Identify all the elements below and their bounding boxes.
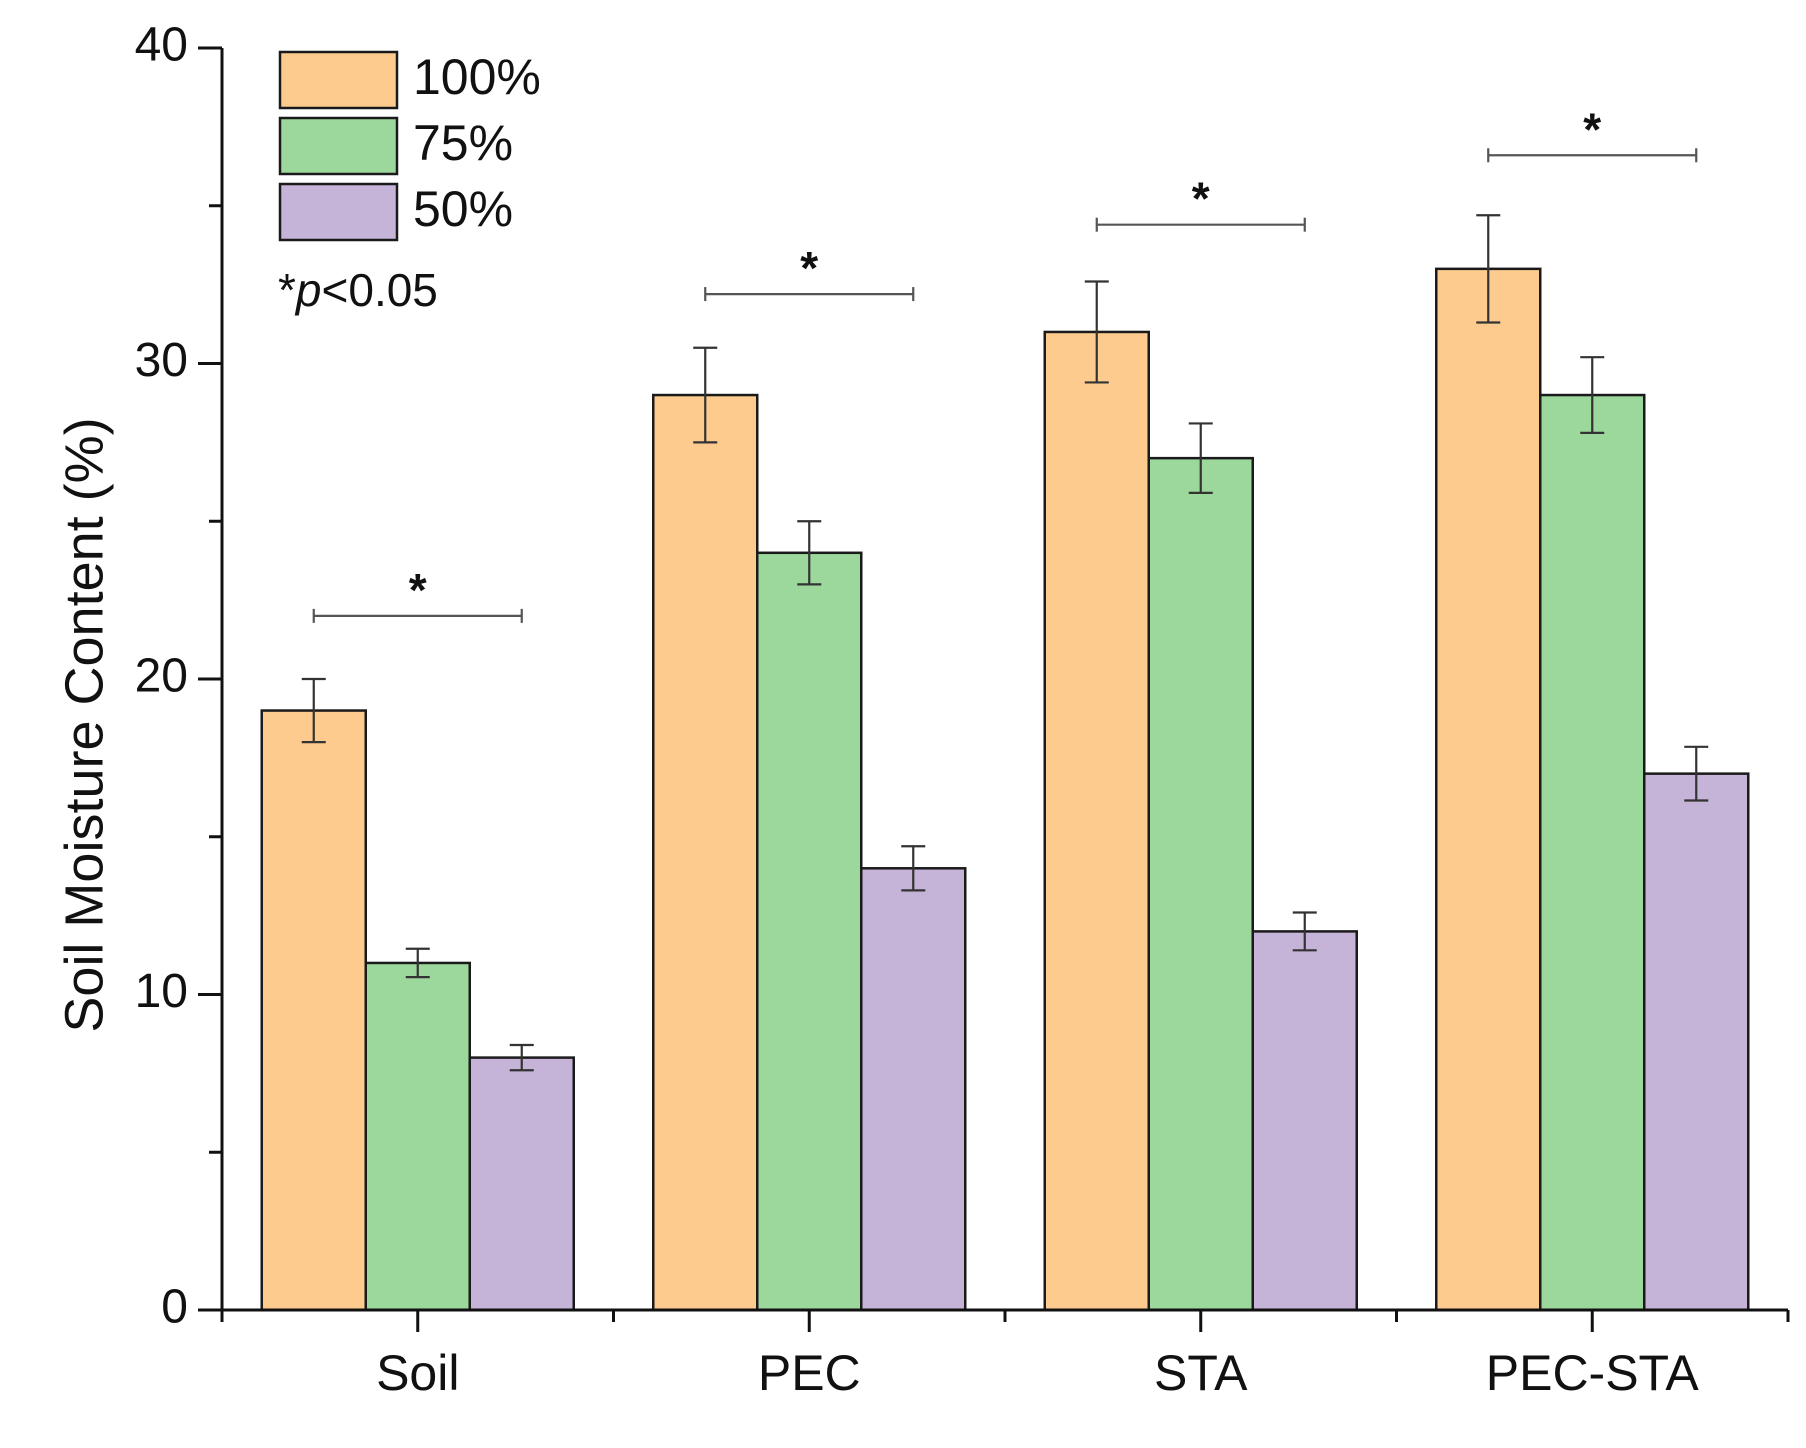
significance-bracket-pec <box>704 287 915 302</box>
legend-label-50: 50% <box>413 181 513 237</box>
significance-layer: * * * * <box>312 103 1698 623</box>
error-bar-pec-75 <box>797 520 822 586</box>
bar-sta-75 <box>1147 456 1254 1312</box>
error-bar-pec-sta-100 <box>1476 214 1501 324</box>
legend-item-75: 75% <box>278 115 513 176</box>
bar-soil-50 <box>468 1056 575 1312</box>
error-bar-soil-75 <box>405 947 430 979</box>
bar-pec-sta-50 <box>1643 772 1750 1312</box>
y-tick-label-40: 40 <box>135 19 188 72</box>
significance-note: *p<0.05 <box>278 264 438 316</box>
error-bar-sta-75 <box>1188 422 1213 494</box>
error-bar-pec-sta-75 <box>1580 356 1605 435</box>
error-bar-sta-50 <box>1292 911 1317 952</box>
significance-star-pec: * <box>800 242 818 294</box>
y-tick-label-0: 0 <box>161 1281 188 1334</box>
y-tick-label-10: 10 <box>135 965 188 1018</box>
axes-layer: 0 10 20 30 40 Soil PEC STA PEC-STA <box>135 19 1790 1401</box>
legend: 100% 75% 50% <box>278 49 541 242</box>
error-bar-soil-100 <box>301 677 326 744</box>
significance-star-soil: * <box>409 564 427 616</box>
y-axis-title: Soil Moisture Content (%) <box>54 417 114 1032</box>
significance-bracket-pec-sta <box>1487 148 1698 163</box>
bar-soil-100 <box>260 709 367 1312</box>
bar-sta-100 <box>1043 330 1150 1312</box>
legend-label-100: 100% <box>413 49 541 105</box>
y-tick-label-30: 30 <box>135 334 188 387</box>
significance-star-pec-sta: * <box>1583 103 1601 155</box>
significance-bracket-soil <box>312 608 523 623</box>
error-bar-sta-100 <box>1084 280 1109 384</box>
legend-swatch-50 <box>278 182 399 242</box>
bar-pec-50 <box>860 867 967 1312</box>
bar-pec-100 <box>652 393 759 1312</box>
legend-item-50: 50% <box>278 181 513 242</box>
y-tick-label-20: 20 <box>135 650 188 703</box>
error-bar-pec-sta-50 <box>1684 745 1709 802</box>
legend-swatch-100 <box>278 50 399 110</box>
bar-pec-sta-75 <box>1539 393 1646 1312</box>
bars-layer <box>260 267 1750 1312</box>
significance-star-sta: * <box>1192 173 1210 225</box>
x-tick-label-pec: PEC <box>758 1345 861 1401</box>
bar-soil-75 <box>364 961 471 1312</box>
x-tick-label-pec-sta: PEC-STA <box>1486 1345 1700 1401</box>
bar-sta-50 <box>1251 930 1358 1312</box>
error-bars-layer <box>301 214 1709 1072</box>
bar-pec-sta-100 <box>1435 267 1542 1312</box>
x-tick-label-sta: STA <box>1154 1345 1248 1401</box>
bar-pec-75 <box>756 551 863 1312</box>
x-tick-label-soil: Soil <box>376 1345 459 1401</box>
error-bar-pec-100 <box>693 346 718 444</box>
legend-label-75: 75% <box>413 115 513 171</box>
error-bar-soil-50 <box>509 1043 534 1072</box>
legend-swatch-75 <box>278 116 399 176</box>
significance-bracket-sta <box>1095 217 1306 232</box>
legend-item-100: 100% <box>278 49 541 110</box>
error-bar-pec-50 <box>901 845 926 892</box>
